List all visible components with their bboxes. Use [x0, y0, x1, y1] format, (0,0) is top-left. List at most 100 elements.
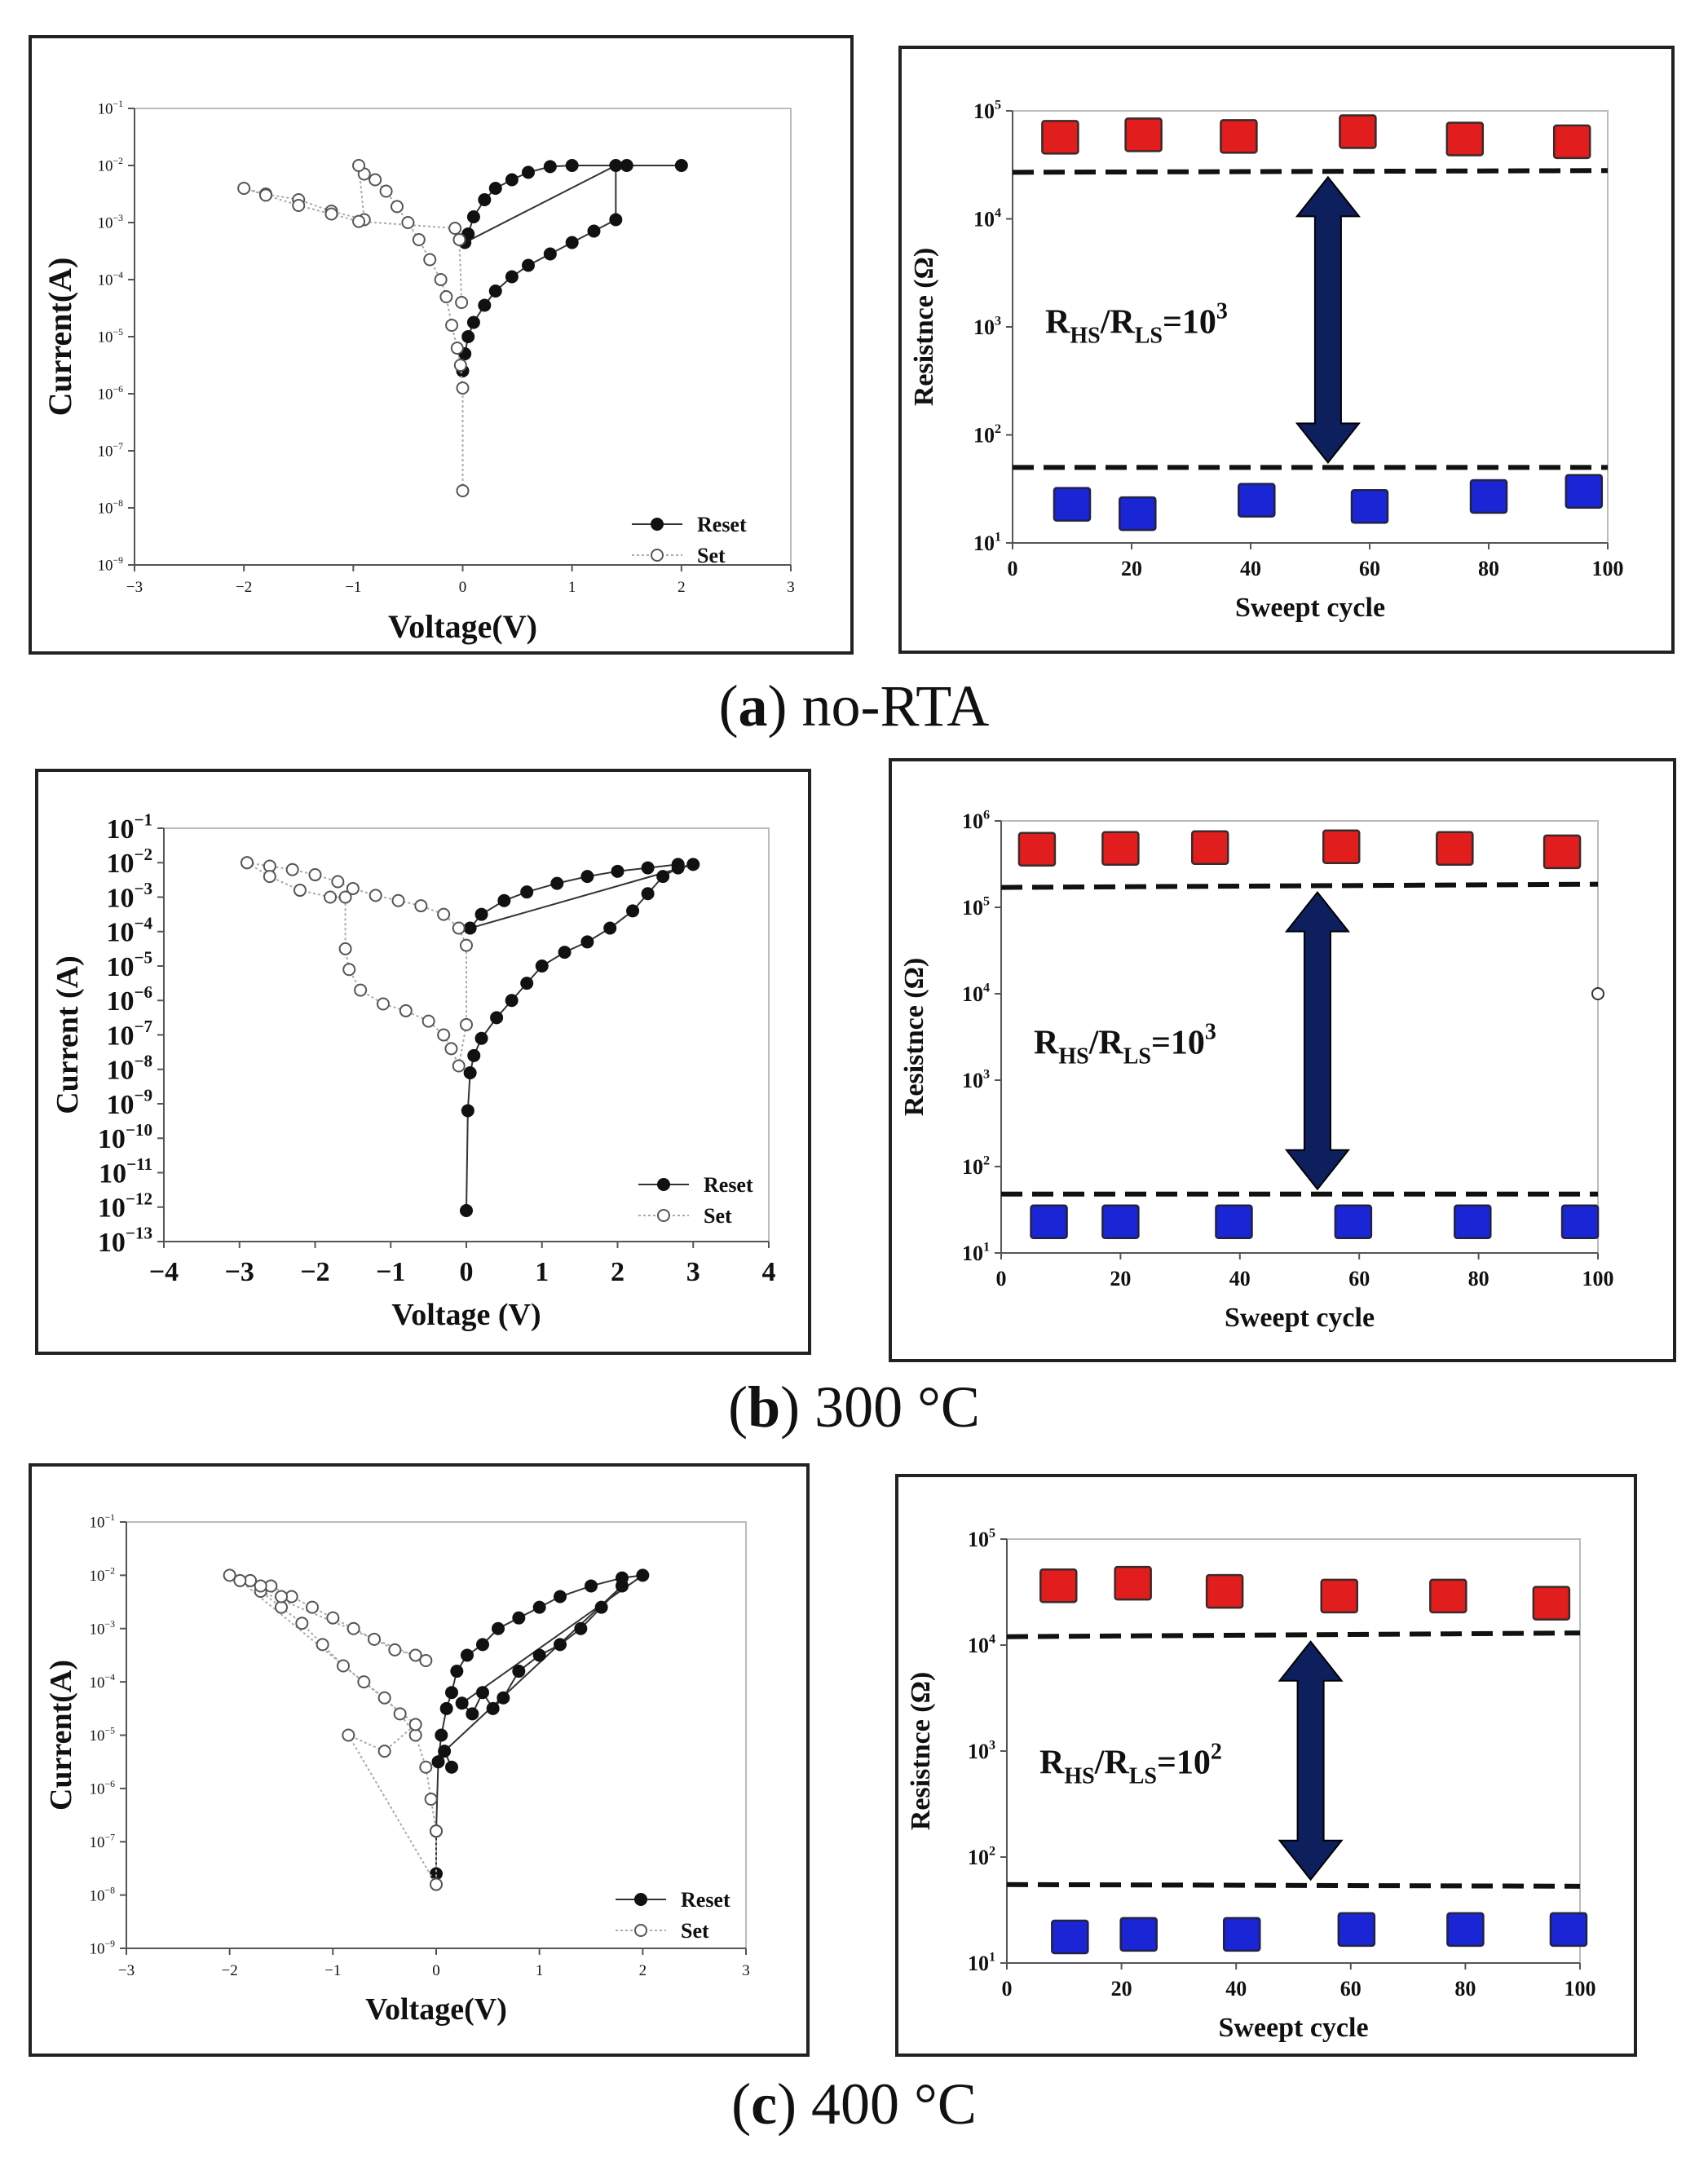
data-point-set — [342, 963, 356, 977]
hrs-point — [1124, 117, 1163, 152]
y-tick-label: 104 — [973, 206, 1001, 232]
y-tick-label: 10−1 — [89, 1512, 115, 1532]
data-point-set — [338, 942, 352, 955]
data-point-reset — [439, 1701, 453, 1715]
data-point-reset — [671, 858, 685, 871]
data-point-reset — [505, 173, 519, 187]
y-axis-title: Resistnce (Ω) — [899, 958, 929, 1116]
data-point-set — [423, 253, 437, 267]
data-point-reset — [490, 1011, 504, 1025]
x-tick-label: 60 — [1340, 1977, 1362, 2001]
y-tick-label: 102 — [968, 1844, 995, 1869]
data-point-reset — [431, 1755, 445, 1769]
x-tick-label: −3 — [126, 579, 143, 596]
data-point-reset — [543, 247, 557, 261]
x-axis-title: Sweept cycle — [1235, 593, 1385, 623]
y-tick-label: 10−3 — [97, 213, 123, 232]
y-tick-label: 10−5 — [89, 1726, 115, 1745]
y-tick-label: 101 — [962, 1240, 990, 1265]
y-tick-label: 10−8 — [97, 498, 123, 518]
data-point-reset — [476, 1638, 489, 1652]
chart-c-iv: −3 −2 −1 0 1 2 3 10−9 10−8 10−7 10−6 10−5 10−4 10−3 10… — [29, 1463, 810, 2057]
data-point-set — [456, 484, 470, 497]
y-tick-label: 106 — [962, 808, 990, 833]
data-point-reset — [554, 1638, 567, 1652]
ratio-double-arrow — [1284, 890, 1351, 1191]
x-tick-label: −1 — [376, 1257, 405, 1287]
x-tick-label: 0 — [460, 1257, 474, 1287]
data-point-reset — [486, 1701, 500, 1715]
x-axis-title: Sweept cycle — [1218, 2013, 1368, 2043]
data-point-set — [452, 921, 466, 935]
x-tick-label: 3 — [686, 1257, 700, 1287]
data-point-reset — [466, 1707, 479, 1721]
caption-c: (c) 400 °C — [731, 2071, 977, 2137]
data-point-set — [254, 1579, 267, 1593]
lrs-point — [1030, 1204, 1068, 1239]
chart-b-res: 0 20 40 60 80 100 101 102 103 104 105 106 Sweept cyc… — [889, 758, 1676, 1362]
data-point-reset — [445, 1760, 458, 1774]
data-point-reset — [466, 315, 480, 329]
data-point-reset — [450, 1665, 464, 1679]
data-point-set — [233, 1573, 247, 1587]
y-tick-label: 10−9 — [89, 1939, 115, 1958]
x-tick-label: 20 — [1111, 1977, 1132, 2001]
x-tick-label: −1 — [345, 579, 361, 596]
data-point-set — [263, 870, 276, 884]
x-axis-title: Voltage(V) — [365, 1992, 507, 2027]
chart-c-res: 0 20 40 60 80 100 101 102 103 104 105 Sweept cycle R… — [895, 1474, 1637, 2057]
data-point-reset — [438, 1745, 452, 1758]
data-point-set — [421, 1014, 435, 1028]
x-tick-label: 20 — [1121, 557, 1142, 580]
x-tick-label: 2 — [677, 579, 686, 596]
y-tick-label: 10−3 — [106, 879, 152, 913]
y-tick-label: 10−5 — [97, 327, 123, 346]
data-point-reset — [461, 330, 475, 343]
data-point-set — [259, 188, 272, 202]
y-tick-label: 10−7 — [89, 1832, 115, 1851]
data-point-set — [393, 1707, 407, 1721]
data-point-reset — [550, 876, 564, 890]
x-tick-label: 1 — [535, 1257, 549, 1287]
y-tick-label: 10−3 — [89, 1619, 115, 1639]
hrs-point — [1542, 834, 1582, 870]
data-point-set — [354, 983, 368, 997]
data-point-reset — [463, 921, 477, 935]
data-point-reset — [554, 1590, 567, 1604]
hrs-point — [1429, 1578, 1467, 1614]
ratio-double-arrow — [1295, 175, 1361, 464]
x-tick-label: 4 — [762, 1257, 776, 1287]
ratio-double-arrow — [1278, 1640, 1344, 1881]
hrs-point — [1101, 831, 1140, 866]
ratio-annotation: RHS/RLS=103 — [1034, 1020, 1216, 1070]
data-point-reset — [641, 887, 655, 901]
data-point-reset — [463, 1065, 477, 1079]
data-point-set — [306, 1600, 319, 1614]
data-point-set — [352, 214, 366, 228]
data-point-reset — [558, 946, 572, 959]
data-point-set — [453, 359, 467, 372]
x-tick-label: −2 — [300, 1257, 329, 1287]
data-point-reset — [466, 210, 480, 223]
data-point-reset — [520, 885, 534, 899]
data-point-set — [357, 1675, 371, 1689]
data-point-set — [401, 216, 415, 229]
x-tick-label: 1 — [536, 1962, 544, 1979]
lrs-point — [1565, 474, 1604, 509]
data-point-reset — [611, 864, 625, 878]
data-point-set — [408, 1728, 422, 1742]
data-point-set — [460, 938, 473, 952]
data-point-reset — [626, 904, 640, 918]
data-point-set — [308, 868, 322, 882]
legend-label-set: Set — [681, 1919, 709, 1943]
data-point-set — [241, 856, 254, 870]
x-tick-label: 0 — [1008, 557, 1018, 580]
y-tick-label: 101 — [973, 530, 1001, 555]
data-point-set — [275, 1600, 288, 1614]
data-point-reset — [460, 1203, 473, 1217]
data-point-set — [448, 222, 462, 235]
x-tick-label: 80 — [1468, 1267, 1490, 1290]
data-point-set — [437, 907, 451, 921]
lrs-point — [1051, 1919, 1089, 1955]
y-tick-label: 105 — [973, 98, 1001, 123]
